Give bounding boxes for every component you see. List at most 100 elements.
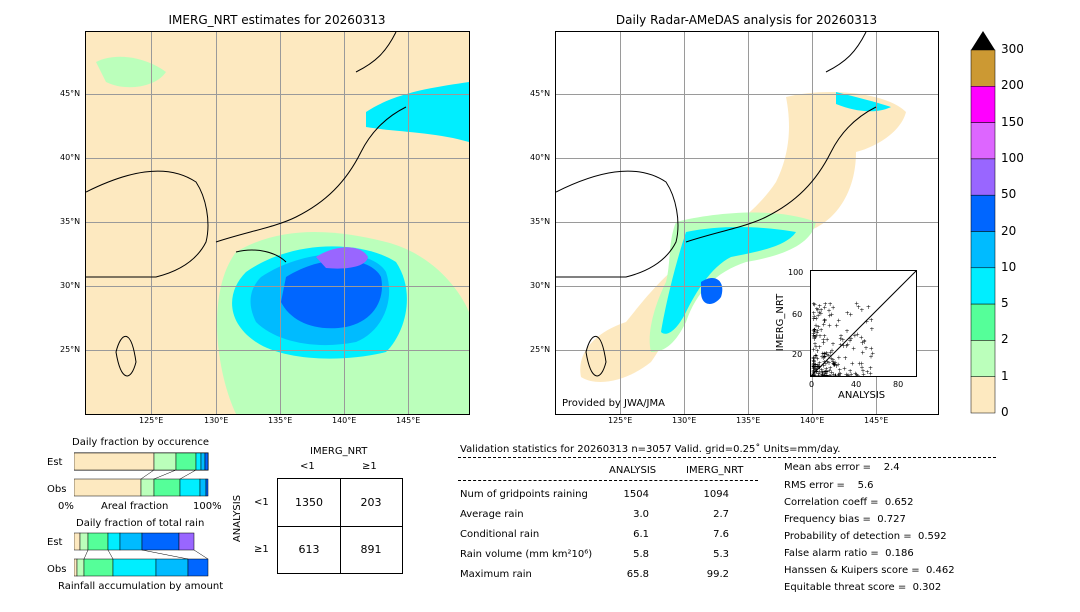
scatter-point: + bbox=[811, 364, 816, 371]
colorbar-segment bbox=[970, 49, 996, 87]
scatter-point: + bbox=[836, 373, 841, 376]
colorbar-label: 1 bbox=[1001, 368, 1009, 383]
scatter-point: + bbox=[811, 372, 816, 377]
left-lat-tick: 35°N bbox=[60, 217, 81, 226]
scatter-point: + bbox=[812, 373, 817, 376]
score-line: Hanssen & Kuipers score = 0.462 bbox=[784, 565, 955, 576]
scatter-point: + bbox=[812, 302, 817, 309]
scatter-point: + bbox=[836, 371, 841, 376]
colorbar-label: 100 bbox=[1001, 150, 1024, 165]
scatter-point: + bbox=[828, 349, 833, 356]
tot-est-seg bbox=[178, 532, 195, 551]
scatter-point: + bbox=[829, 312, 834, 319]
scatter-point: + bbox=[811, 373, 816, 376]
scatter-point: + bbox=[817, 365, 822, 372]
scatter-point: + bbox=[811, 371, 816, 376]
score-line: Frequency bias = 0.727 bbox=[784, 514, 906, 525]
scatter-point: + bbox=[821, 337, 826, 344]
scatter-point: + bbox=[817, 373, 822, 376]
left-map-title: IMERG_NRT estimates for 20260313 bbox=[168, 13, 386, 27]
scatter-point: + bbox=[822, 359, 827, 366]
score-line: RMS error = 5.6 bbox=[784, 480, 874, 491]
scatter-point: + bbox=[844, 372, 849, 376]
stat-label: Rain volume (mm km²10⁶) bbox=[460, 549, 593, 560]
scatter-point: + bbox=[811, 355, 816, 362]
scatter-point: + bbox=[813, 366, 818, 373]
scatter-point: + bbox=[865, 369, 870, 376]
scatter-point: + bbox=[830, 359, 835, 366]
occurrence-xtick-0: 0% bbox=[58, 501, 74, 512]
scatter-point: + bbox=[843, 355, 848, 362]
scatter-point: + bbox=[827, 367, 832, 374]
right-lat-tick: 30°N bbox=[530, 281, 551, 290]
scatter-point: + bbox=[811, 301, 816, 308]
scatter-point: + bbox=[812, 365, 817, 372]
scatter-point: + bbox=[827, 308, 832, 315]
scatter-point: + bbox=[811, 372, 816, 377]
left-lon-tick: 145°E bbox=[396, 416, 421, 425]
stat-imerg: 7.6 bbox=[713, 529, 729, 540]
scatter-point: + bbox=[811, 364, 816, 371]
tot-obs-seg bbox=[112, 558, 157, 577]
scatter-point: + bbox=[811, 358, 816, 365]
left-map bbox=[85, 31, 470, 415]
scatter-point: + bbox=[811, 369, 816, 376]
left-lon-tick: 135°E bbox=[268, 416, 293, 425]
scatter-point: + bbox=[831, 305, 836, 312]
scatter-inset: + + + + + + + + + + + + + + + + + + + + + + + + + + + + + + + + + + + + + + + +… bbox=[810, 270, 917, 377]
validation-col-analysis: ANALYSIS bbox=[609, 465, 657, 476]
occurrence-xlabel: Areal fraction bbox=[101, 501, 169, 512]
scatter-point: + bbox=[827, 360, 832, 367]
occ-est-seg bbox=[195, 452, 202, 471]
stat-analysis: 3.0 bbox=[633, 509, 649, 520]
scatter-point: + bbox=[811, 362, 816, 369]
left-lat-tick: 40°N bbox=[60, 153, 81, 162]
scatter-point: + bbox=[812, 329, 817, 336]
scatter-point: + bbox=[816, 362, 821, 369]
scatter-point: + bbox=[836, 362, 841, 369]
colorbar-label: 50 bbox=[1001, 187, 1017, 202]
occ-est-seg bbox=[175, 452, 197, 471]
stat-imerg: 99.2 bbox=[706, 569, 729, 580]
scatter-point: + bbox=[831, 361, 836, 368]
right-map-coastline bbox=[556, 32, 877, 377]
scatter-point: + bbox=[811, 370, 816, 376]
right-lat-tick: 35°N bbox=[530, 217, 551, 226]
colorbar-extend-arrow bbox=[971, 31, 995, 50]
left-lon-tick: 125°E bbox=[139, 416, 164, 425]
scatter-xlabel: ANALYSIS bbox=[838, 390, 886, 401]
right-lat-tick: 25°N bbox=[530, 345, 551, 354]
scatter-point: + bbox=[811, 364, 816, 371]
scatter-point: + bbox=[828, 301, 833, 308]
colorbar-label: 2 bbox=[1001, 332, 1009, 347]
contingency-col-lt1: <1 bbox=[300, 461, 315, 472]
scatter-point: + bbox=[820, 369, 825, 376]
stat-analysis: 6.1 bbox=[633, 529, 649, 540]
scatter-point: + bbox=[862, 338, 867, 345]
scatter-point: + bbox=[811, 358, 816, 365]
occurrence-est-label: Est bbox=[47, 457, 63, 468]
scatter-point: + bbox=[816, 371, 821, 376]
scatter-point: + bbox=[855, 373, 860, 376]
scatter-point: + bbox=[814, 353, 819, 360]
score-line: Correlation coeff = 0.652 bbox=[784, 497, 914, 508]
scatter-point: + bbox=[814, 322, 819, 329]
scatter-point: + bbox=[813, 353, 818, 360]
scatter-point: + bbox=[853, 371, 858, 376]
scatter-point: + bbox=[832, 361, 837, 368]
scatter-point: + bbox=[855, 332, 860, 339]
occ-obs-seg bbox=[74, 478, 142, 497]
scatter-point: + bbox=[815, 328, 820, 335]
stat-analysis: 65.8 bbox=[626, 569, 649, 580]
scatter-point: + bbox=[825, 359, 830, 366]
scatter-point: + bbox=[811, 316, 816, 323]
scatter-point: + bbox=[836, 355, 841, 362]
scatter-point: + bbox=[822, 369, 827, 376]
colorbar-segment bbox=[970, 340, 996, 377]
tot-est-seg bbox=[119, 532, 143, 551]
validation-col-imerg: IMERG_NRT bbox=[686, 465, 744, 476]
scatter-point: + bbox=[817, 360, 822, 367]
scatter-point: + bbox=[834, 322, 839, 329]
provider-credit: Provided by JWA/JMA bbox=[562, 398, 665, 409]
scatter-point: + bbox=[827, 373, 832, 376]
